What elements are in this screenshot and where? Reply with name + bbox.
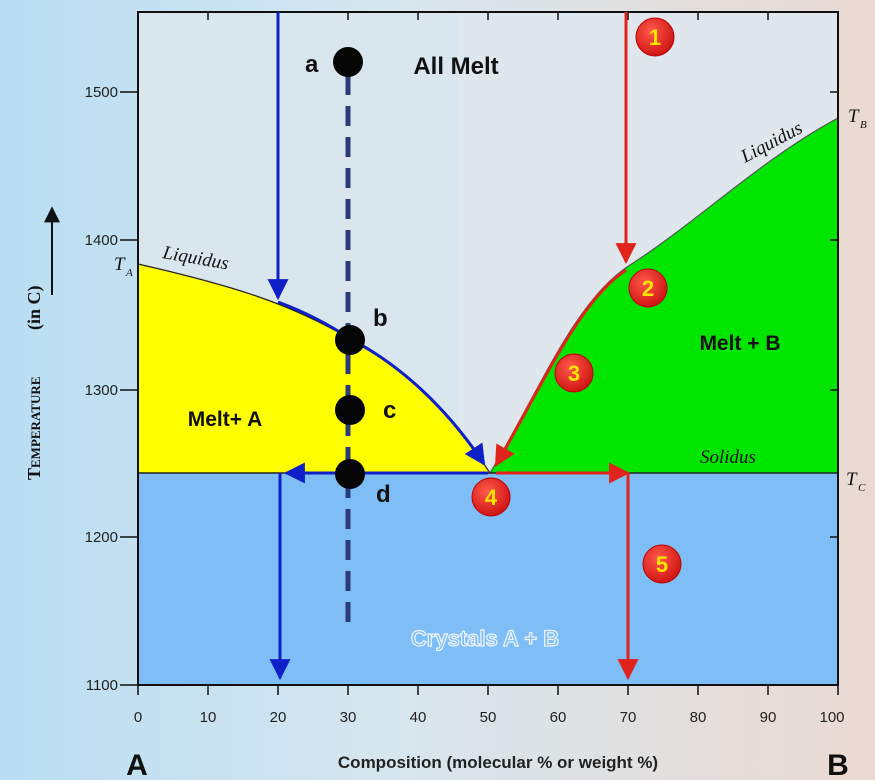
ta-subscript: A — [125, 267, 133, 279]
y-tick-label: 1100 — [86, 677, 118, 694]
x-tick-label: 0 — [134, 709, 142, 726]
x-axis-ticks — [137, 685, 839, 695]
step-1-label: 1 — [649, 25, 661, 50]
right-ticks — [830, 91, 838, 538]
x-tick-label: 70 — [620, 709, 637, 726]
step-badge-3: 3 — [554, 353, 594, 393]
x-tick-label: 30 — [340, 709, 357, 726]
x-tick-label: 40 — [410, 709, 427, 726]
y-tick-label: 1500 — [85, 84, 118, 101]
region-all-melt-label: All Melt — [413, 53, 498, 80]
point-d-marker — [335, 459, 365, 489]
x-tick-label: 10 — [200, 709, 217, 726]
y-axis-title: Temperature — [24, 377, 44, 481]
step-badge-1: 1 — [635, 17, 675, 57]
y-axis-unit: (in C) — [24, 285, 45, 330]
region-melt-b-label: Melt + B — [699, 332, 780, 355]
red-path — [494, 12, 639, 681]
y-axis-ticks — [120, 91, 138, 686]
blue-path — [267, 12, 488, 681]
region-crystals-label: Crystals A + B — [411, 626, 559, 651]
tc-subscript: C — [858, 482, 866, 494]
point-b-label: b — [373, 305, 388, 332]
point-c-marker — [335, 395, 365, 425]
point-c-label: c — [383, 397, 396, 424]
x-axis-end-b: B — [827, 749, 849, 780]
step-2-label: 2 — [642, 276, 654, 301]
melt-a-region — [138, 264, 490, 473]
x-tick-label: 50 — [480, 709, 497, 726]
point-a-marker — [333, 47, 363, 77]
x-tick-label: 20 — [270, 709, 287, 726]
step-3-label: 3 — [568, 361, 580, 386]
y-axis-title-group: Temperature (in C) — [24, 285, 45, 480]
step-badge-4: 4 — [471, 477, 511, 517]
point-b-marker — [335, 325, 365, 355]
x-tick-label: 80 — [690, 709, 707, 726]
point-d-label: d — [376, 481, 391, 508]
ta-label: T — [114, 254, 126, 275]
x-axis-end-a: A — [126, 749, 148, 780]
step-badge-5: 5 — [642, 544, 682, 584]
point-a-label: a — [305, 51, 319, 78]
step-badge-2: 2 — [628, 268, 668, 308]
x-tick-label: 100 — [819, 709, 844, 726]
x-tick-label: 60 — [550, 709, 567, 726]
x-axis-title: Composition (molecular % or weight %) — [338, 753, 658, 772]
tc-label: T — [846, 469, 858, 490]
tb-subscript: B — [860, 119, 867, 131]
x-tick-label: 90 — [760, 709, 777, 726]
step-4-label: 4 — [485, 485, 498, 510]
step-5-label: 5 — [656, 552, 668, 577]
y-tick-label: 1400 — [85, 232, 118, 249]
tb-label: T — [848, 106, 860, 127]
region-melt-a-label: Melt+ A — [188, 408, 262, 431]
y-tick-label: 1300 — [85, 382, 118, 399]
solidus-label: Solidus — [700, 447, 756, 468]
y-tick-label: 1200 — [85, 529, 118, 546]
